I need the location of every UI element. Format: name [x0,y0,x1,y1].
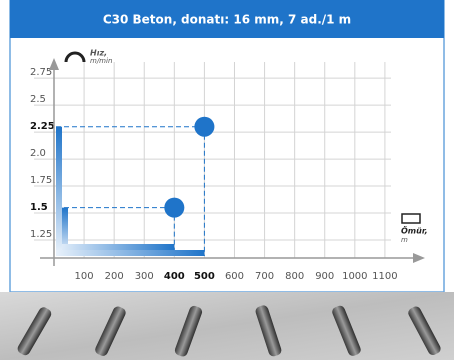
y-axis-unit: m/min [90,57,112,65]
y-tick-label: 2.25 [30,121,55,132]
x-tick-label: 1100 [372,271,397,282]
gradient-bar [62,207,68,254]
y-tick-label: 1.75 [30,175,52,186]
x-tick-label: 200 [105,271,124,282]
gradient-bar [56,244,175,250]
battery-icon [401,213,421,224]
x-tick-label: 400 [164,271,185,282]
rebar [174,305,203,357]
y-tick-label: 1.25 [30,229,52,240]
rebar [408,306,441,356]
rebar [17,307,52,356]
gradient-bar [56,250,205,256]
y-tick-label: 2.0 [30,148,46,159]
y-axis-arrow [49,58,59,70]
x-tick-label: 600 [225,271,244,282]
x-tick-label: 500 [194,271,215,282]
gradient-bar [56,126,62,254]
y-tick-label: 2.5 [30,94,46,105]
x-tick-label: 800 [285,271,304,282]
y-tick-label: 2.75 [30,67,52,78]
y-axis-label: Hız, [90,49,107,58]
x-axis-arrow [413,253,425,263]
rebar [332,305,361,356]
rebar [95,306,126,356]
rebar [255,305,282,357]
frame [9,0,445,293]
x-tick-label: 1000 [342,271,367,282]
header [10,0,444,38]
x-axis-label: Ömür, [401,226,428,236]
rebars [17,305,441,357]
x-tick-label: 900 [315,271,334,282]
x-axis-unit: m [401,236,408,244]
point [164,197,185,218]
speed-icon [64,51,86,63]
concrete [0,292,454,360]
x-tick-label: 700 [255,271,274,282]
chart-title: C30 Beton, donatı: 16 mm, 7 ad./1 m [103,13,351,27]
x-tick-label: 100 [75,271,94,282]
y-tick-label: 1.5 [30,202,48,213]
point [194,116,215,137]
x-tick-label: 300 [135,271,154,282]
